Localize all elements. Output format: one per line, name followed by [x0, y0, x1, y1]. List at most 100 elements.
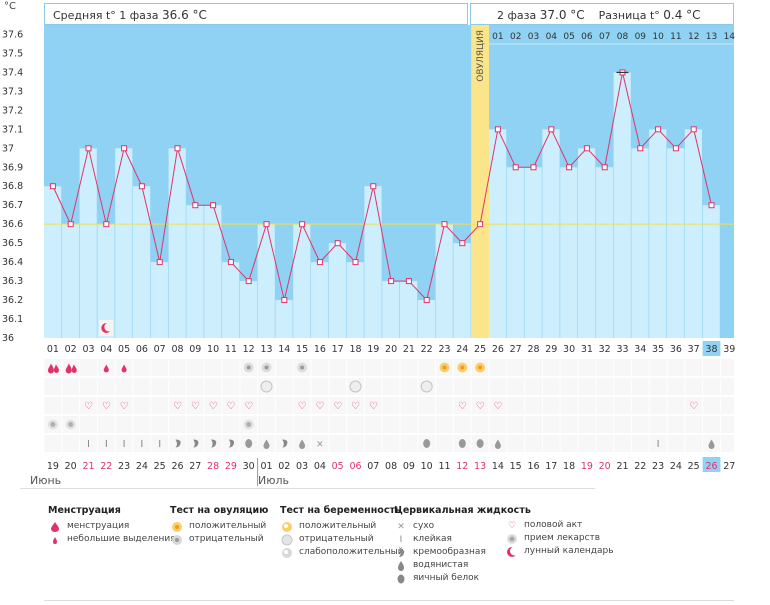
sticky-icon: I — [140, 439, 143, 450]
temp-bar — [44, 186, 62, 338]
marks-row — [44, 359, 734, 376]
legend-item: положительный — [299, 521, 377, 531]
y-tick-label: 36.5 — [2, 238, 23, 249]
pregtest-weak-icon — [280, 547, 294, 559]
legend-title: Цервикальная жидкость — [394, 505, 531, 516]
watery-icon — [494, 439, 501, 449]
y-tick-label: 36.9 — [2, 162, 23, 173]
temp-bar — [649, 129, 667, 338]
post-ov-day-label: 14 — [724, 32, 736, 42]
temp-bar — [702, 205, 720, 338]
temp-bar — [542, 129, 560, 338]
temp-point — [672, 145, 679, 152]
temp-point — [423, 297, 430, 304]
sticky-icon: I — [657, 439, 660, 450]
temp-point — [245, 278, 252, 285]
y-tick-label: 36.2 — [2, 295, 23, 306]
ovtest-negative-icon — [170, 534, 184, 546]
y-tick-label: 37.1 — [2, 124, 23, 135]
phase1-value: 36.6 °C — [162, 8, 207, 22]
pregtest-negative-icon — [349, 380, 362, 393]
cycle-day-label: 10 — [207, 344, 219, 355]
temp-point — [512, 164, 519, 171]
temp-bar — [328, 243, 346, 338]
cycle-day-label: 36 — [670, 344, 682, 355]
date-label: 02 — [278, 461, 290, 472]
date-label: 13 — [474, 461, 486, 472]
date-label: 19 — [47, 461, 59, 472]
date-label: 11 — [438, 461, 450, 472]
temp-bar — [239, 281, 257, 338]
dry-icon: ✕ — [397, 521, 405, 532]
temp-point — [352, 259, 359, 266]
watery-icon — [394, 560, 408, 572]
temp-bar — [560, 167, 578, 338]
diff-label: Разница t° — [598, 9, 660, 22]
sticky-icon: I — [399, 534, 403, 545]
legend-title: Менструация — [48, 505, 121, 516]
eggwhite-icon — [245, 439, 253, 448]
temp-point — [263, 221, 270, 228]
date-label: 20 — [599, 461, 611, 472]
y-axis-unit: °C — [4, 1, 16, 12]
temp-bar — [204, 205, 222, 338]
cycle-day-label: 32 — [599, 344, 611, 355]
sticky-icon: I — [105, 439, 108, 450]
ovtest-negative-icon — [300, 365, 305, 370]
temp-bar — [97, 224, 115, 338]
y-tick-label: 37.2 — [2, 105, 23, 116]
date-label: 27 — [723, 461, 735, 472]
y-tick-label: 36.6 — [2, 219, 23, 230]
temp-bar — [506, 167, 524, 338]
temp-bar — [61, 224, 79, 338]
cycle-day-label: 06 — [136, 344, 148, 355]
phase1-header: Средняя t° 1 фаза 36.6 °C — [44, 3, 468, 25]
legend-item: отрицательный — [189, 534, 264, 544]
temp-bar — [524, 167, 542, 338]
temp-point — [477, 221, 484, 228]
temp-point — [49, 183, 56, 190]
pill-icon — [505, 533, 519, 545]
temp-bar — [667, 148, 685, 338]
cycle-day-label: 31 — [581, 344, 593, 355]
ovulation-band — [471, 25, 489, 338]
date-label: 10 — [421, 461, 433, 472]
date-label: 30 — [243, 461, 255, 472]
temp-bar — [489, 129, 507, 338]
legend-ovtest: Тест на овуляцию положительный отрицател… — [170, 505, 268, 546]
temp-point — [530, 164, 537, 171]
y-tick-label: 36.7 — [2, 200, 23, 211]
temp-point — [138, 183, 145, 190]
cycle-day-label: 37 — [688, 344, 700, 355]
date-label: 23 — [652, 461, 664, 472]
temp-line — [52, 72, 712, 302]
temp-point — [227, 259, 234, 266]
dry-icon: ✕ — [316, 440, 324, 450]
cycle-day-label: 05 — [118, 344, 130, 355]
cycle-day-label: 04 — [100, 344, 112, 355]
cycle-day-label: 29 — [545, 344, 557, 355]
temp-point — [281, 297, 288, 304]
cycle-day-label: 02 — [65, 344, 77, 355]
highlight-cycle-day — [702, 341, 721, 356]
cycle-day-label: 16 — [314, 344, 326, 355]
temp-bar — [400, 281, 418, 338]
temp-point — [655, 126, 662, 133]
y-tick-label: 37 — [2, 143, 14, 154]
heart-icon: ♡ — [298, 401, 307, 412]
temp-point — [121, 145, 128, 152]
cycle-day-label: 22 — [421, 344, 433, 355]
cycle-day-label: 11 — [225, 344, 237, 355]
legend-title: Тест на беременность — [280, 505, 401, 516]
date-label: 03 — [296, 461, 308, 472]
legend-other: ♡ половой акт прием лекарств лунный кален… — [505, 519, 614, 558]
date-label: 14 — [492, 461, 504, 472]
heart-icon: ♡ — [315, 401, 324, 412]
legend-item: отрицательный — [299, 534, 374, 544]
cycle-day-label: 13 — [260, 344, 272, 355]
ovtest-positive-icon — [170, 521, 184, 533]
marks-row — [44, 378, 734, 395]
temp-point — [388, 278, 395, 285]
date-label: 26 — [171, 461, 183, 472]
date-label: 25 — [688, 461, 700, 472]
